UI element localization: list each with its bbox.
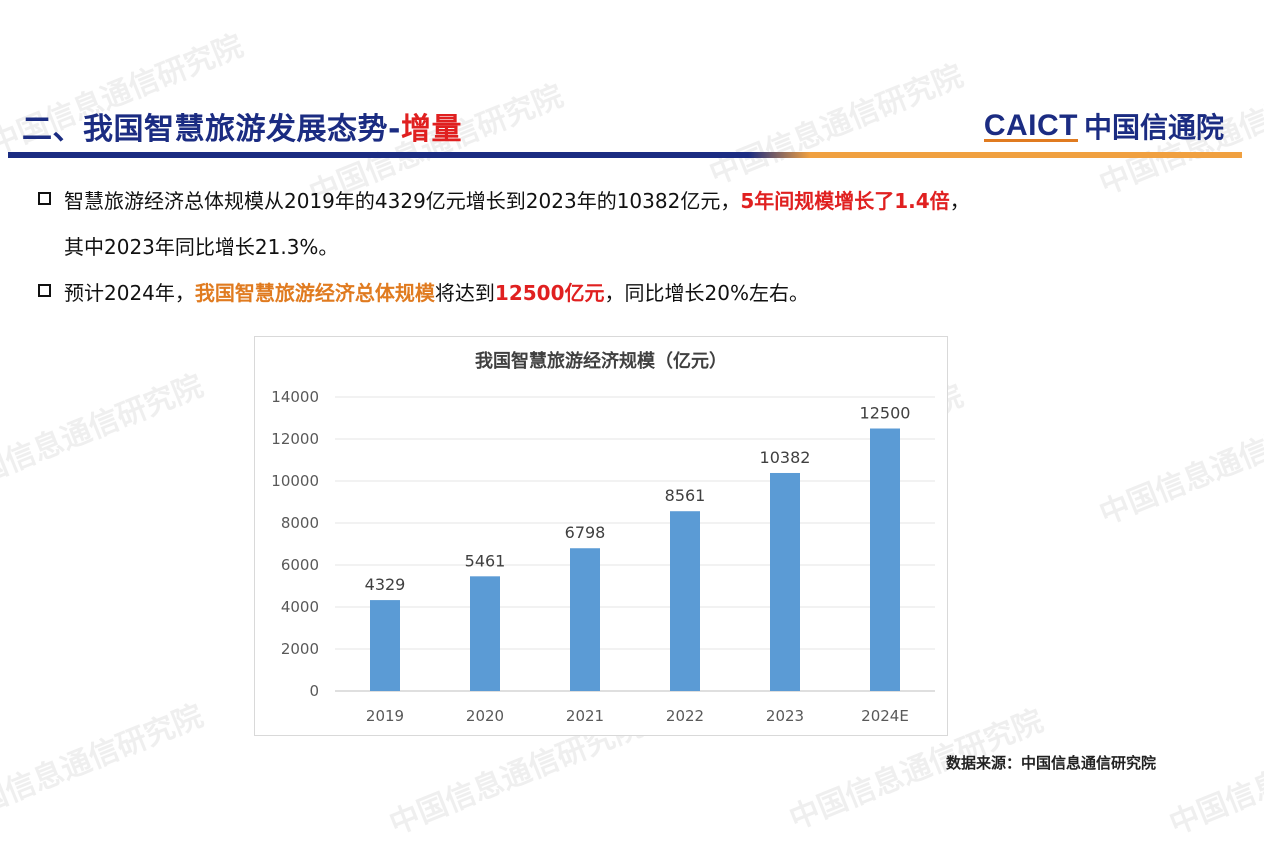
data-label: 10382 xyxy=(760,448,811,467)
x-tick-label: 2020 xyxy=(466,707,504,725)
watermark: 中国信息通信研究院 xyxy=(1164,708,1264,843)
bullet-text: 智慧旅游经济总体规模从2019年的4329亿元增长到2023年的10382亿元， xyxy=(64,189,741,213)
title-main: 二、我国智慧旅游发展态势- xyxy=(22,112,401,147)
bar-chart: 0 2000 4000 6000 8000 10000 12000 14000 4329 2019… xyxy=(271,388,935,725)
data-label: 8561 xyxy=(665,486,706,505)
bullet-text: ，同比增长20%左右。 xyxy=(604,281,809,305)
bullet-text: 将达到 xyxy=(434,281,495,305)
y-tick-label: 8000 xyxy=(281,514,319,532)
data-source: 数据来源：中国信息通信研究院 xyxy=(945,754,1156,772)
x-tick-label: 2023 xyxy=(766,707,804,725)
y-tick-label: 2000 xyxy=(281,640,319,658)
bullet-list: 智慧旅游经济总体规模从2019年的4329亿元增长到2023年的10382亿元，… xyxy=(38,178,1228,316)
caict-logo: CAICT 中国信通院 xyxy=(983,106,1224,146)
x-tick-label: 2021 xyxy=(566,707,604,725)
bar xyxy=(770,472,800,691)
bar xyxy=(570,548,600,691)
y-tick-label: 14000 xyxy=(271,388,319,406)
bullet-box-icon xyxy=(38,284,51,297)
bullet-highlight: 12500亿元 xyxy=(494,281,605,305)
y-tick-label: 6000 xyxy=(281,556,319,574)
bullet-text: 预计2024年， xyxy=(64,281,195,305)
bullet-item: 智慧旅游经济总体规模从2019年的4329亿元增长到2023年的10382亿元，… xyxy=(38,178,1228,270)
y-tick-label: 0 xyxy=(309,682,319,700)
watermark: 中国信息通信研究院 xyxy=(0,368,209,503)
data-label: 6798 xyxy=(565,523,606,542)
y-tick-label: 4000 xyxy=(281,598,319,616)
watermark: 中国信息通信研究院 xyxy=(0,698,209,833)
x-tick-label: 2022 xyxy=(666,707,704,725)
bullet-text: ， xyxy=(949,189,970,213)
bar xyxy=(370,600,400,691)
data-label: 4329 xyxy=(365,575,406,594)
bar xyxy=(470,576,500,691)
data-label: 12500 xyxy=(860,404,911,423)
logo-en: CAICT xyxy=(983,109,1079,142)
bullet-item: 预计2024年，我国智慧旅游经济总体规模将达到12500亿元，同比增长20%左右… xyxy=(38,270,1228,316)
bar xyxy=(670,511,700,691)
slide-title: 二、我国智慧旅游发展态势-增量 xyxy=(22,104,462,148)
chart-title: 我国智慧旅游经济规模（亿元） xyxy=(475,351,727,372)
bar xyxy=(870,428,900,691)
watermark: 中国信息通信研究院 xyxy=(704,58,969,193)
watermark: 中国信息通信研究院 xyxy=(1094,398,1264,533)
bullet-highlight-orange: 我国智慧旅游经济总体规模 xyxy=(194,281,435,305)
y-tick-label: 12000 xyxy=(271,430,319,448)
header-divider xyxy=(8,152,1242,158)
title-highlight: 增量 xyxy=(400,112,462,147)
bullet-text: 其中2023年同比增长21.3%。 xyxy=(64,235,339,259)
bullet-box-icon xyxy=(38,192,51,205)
logo-cn: 中国信通院 xyxy=(1083,111,1224,144)
y-tick-label: 10000 xyxy=(271,472,319,490)
chart-frame: 我国智慧旅游经济规模（亿元） 0 2000 4000 6000 8000 10000 120… xyxy=(254,336,948,736)
bullet-highlight: 5年间规模增长了1.4倍 xyxy=(740,189,950,213)
x-tick-label: 2019 xyxy=(366,707,404,725)
x-tick-label: 2024E xyxy=(861,707,909,725)
data-label: 5461 xyxy=(465,551,506,570)
